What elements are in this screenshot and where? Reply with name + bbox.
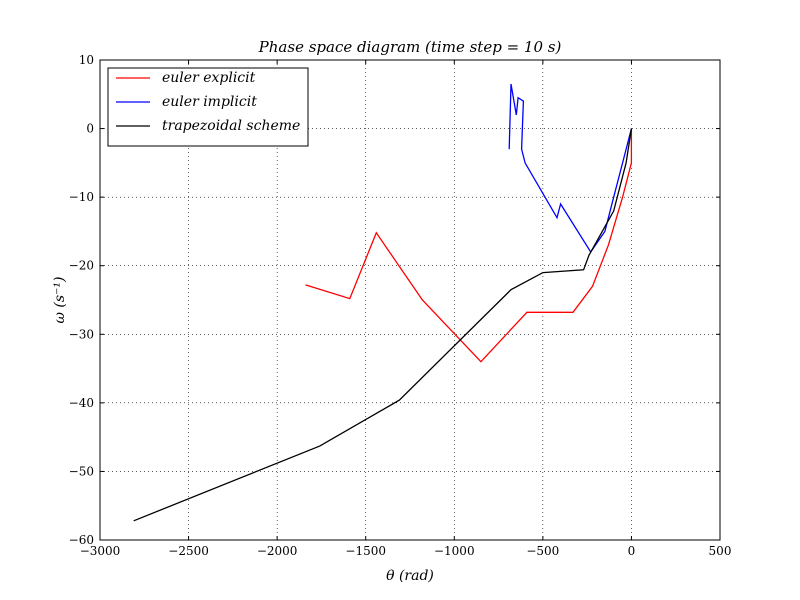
- x-tick-label: 0: [628, 544, 636, 558]
- series-line-euler-implicit: [508, 83, 633, 254]
- series-line-euler-explicit: [305, 128, 633, 363]
- y-tick-label: −60: [69, 533, 94, 547]
- x-axis-label: θ (rad): [386, 568, 434, 584]
- series-layer: [133, 83, 633, 522]
- legend-box: [107, 67, 309, 147]
- plot-frame: [99, 59, 721, 541]
- x-tick-label: −2000: [257, 544, 298, 558]
- y-tick-label: −40: [69, 396, 94, 410]
- legend-label-euler-explicit: euler explicit: [162, 70, 256, 86]
- y-tick-label: 0: [86, 122, 94, 136]
- legend-label-euler-implicit: euler implicit: [162, 94, 257, 110]
- x-tick-label: −1500: [345, 544, 386, 558]
- series-line-trapezoidal-scheme: [133, 128, 633, 522]
- ticks: −3000 −2500 −2000 −1500 −1000 −500 0 500 −60 −50 −…: [69, 53, 732, 558]
- legend-label-trapezoidal-scheme: trapezoidal scheme: [162, 118, 300, 134]
- grid: [100, 60, 720, 540]
- chart-title: Phase space diagram (time step = 10 s): [258, 38, 562, 56]
- x-tick-label: −2500: [168, 544, 209, 558]
- x-tick-label: −3000: [80, 544, 121, 558]
- y-tick-label: −50: [69, 464, 94, 478]
- y-tick-label: −30: [69, 327, 94, 341]
- legend: euler explicit euler implicit trapezoidal …: [107, 67, 309, 147]
- y-tick-label: −10: [69, 190, 94, 204]
- x-tick-label: −1000: [434, 544, 475, 558]
- x-tick-label: 500: [709, 544, 732, 558]
- y-axis-label: ω (s⁻¹): [52, 277, 68, 324]
- y-tick-label: −20: [69, 259, 94, 273]
- x-tick-label: −500: [526, 544, 559, 558]
- y-tick-label: 10: [79, 53, 94, 67]
